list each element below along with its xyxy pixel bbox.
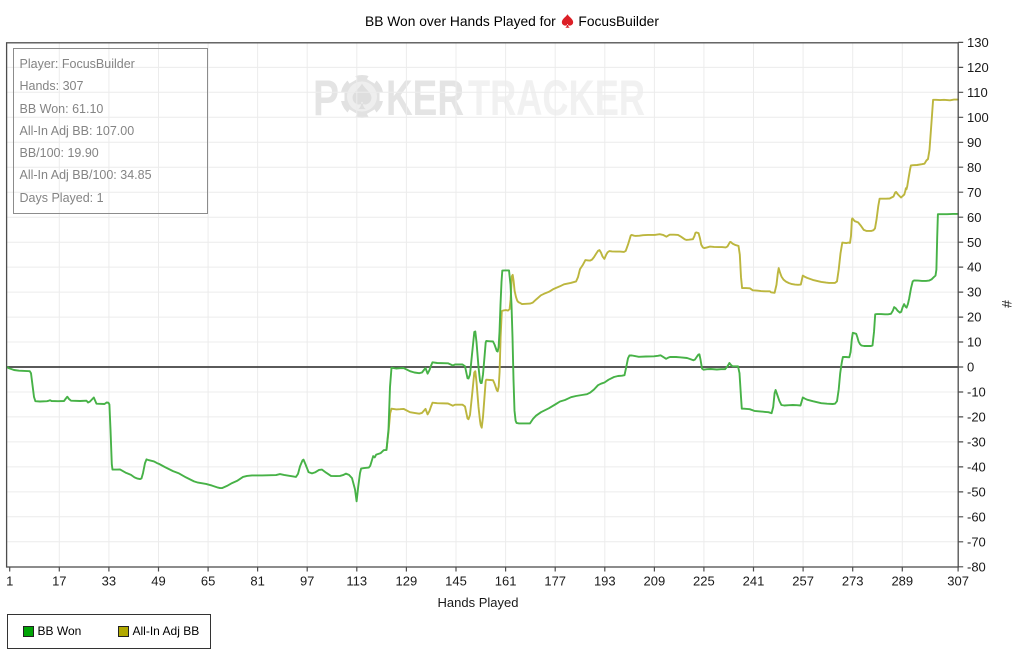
svg-text:97: 97	[300, 574, 314, 589]
svg-text:80: 80	[967, 160, 981, 175]
svg-text:257: 257	[792, 574, 814, 589]
svg-text:209: 209	[644, 574, 666, 589]
svg-text:40: 40	[967, 260, 981, 275]
svg-text:60: 60	[967, 210, 981, 225]
svg-text:1: 1	[6, 574, 13, 589]
svg-text:307: 307	[947, 574, 969, 589]
svg-text:70: 70	[967, 185, 981, 200]
svg-text:193: 193	[594, 574, 616, 589]
svg-text:130: 130	[967, 35, 989, 50]
svg-text:113: 113	[346, 574, 367, 589]
svg-text:110: 110	[967, 85, 988, 100]
svg-text:P: P	[313, 70, 339, 126]
svg-text:241: 241	[743, 574, 765, 589]
svg-text:10: 10	[967, 335, 981, 350]
svg-text:81: 81	[250, 574, 264, 589]
svg-text:65: 65	[201, 574, 215, 589]
svg-text:-40: -40	[967, 460, 986, 475]
svg-text:177: 177	[544, 574, 566, 589]
svg-text:30: 30	[967, 285, 981, 300]
svg-text:-80: -80	[967, 559, 986, 574]
svg-text:120: 120	[967, 60, 989, 75]
svg-text:17: 17	[52, 574, 66, 589]
svg-text:50: 50	[967, 235, 981, 250]
svg-text:0: 0	[967, 360, 974, 375]
svg-text:289: 289	[891, 574, 913, 589]
svg-text:-20: -20	[967, 410, 986, 425]
svg-text:49: 49	[151, 574, 165, 589]
svg-text:KER: KER	[386, 70, 464, 126]
svg-text:Hands Played: Hands Played	[438, 595, 519, 610]
svg-text:161: 161	[495, 574, 517, 589]
svg-text:-70: -70	[967, 534, 986, 549]
svg-text:145: 145	[445, 574, 467, 589]
svg-text:129: 129	[396, 574, 418, 589]
svg-text:100: 100	[967, 110, 989, 125]
svg-text:TRACKER: TRACKER	[468, 70, 645, 126]
svg-text:#: #	[999, 300, 1015, 308]
svg-text:-10: -10	[967, 385, 986, 400]
svg-text:225: 225	[693, 574, 715, 589]
svg-text:20: 20	[967, 310, 981, 325]
svg-text:-30: -30	[967, 435, 986, 450]
svg-text:33: 33	[102, 574, 116, 589]
svg-text:-50: -50	[967, 485, 986, 500]
svg-text:273: 273	[842, 574, 864, 589]
svg-text:90: 90	[967, 135, 981, 150]
svg-text:-60: -60	[967, 509, 986, 524]
